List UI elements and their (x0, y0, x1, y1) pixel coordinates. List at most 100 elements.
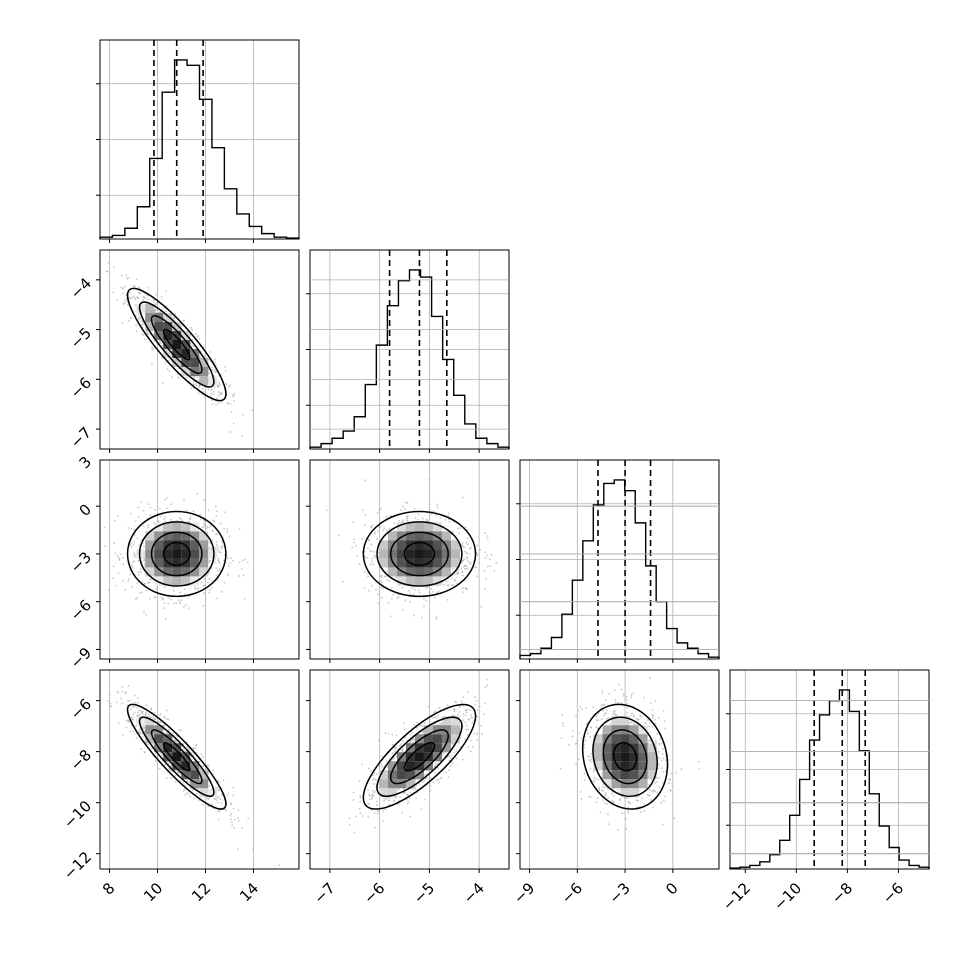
sample-point (114, 584, 117, 587)
sample-point (208, 526, 211, 529)
sample-point (192, 376, 195, 379)
sample-point (193, 797, 196, 800)
sample-point (379, 526, 382, 529)
sample-point (128, 319, 130, 322)
sample-point (478, 562, 481, 565)
sample-point (232, 422, 235, 425)
density-cell (154, 531, 164, 541)
sample-point (348, 824, 351, 826)
sample-point (475, 566, 478, 569)
scatter-panel-2 (326, 478, 509, 620)
sample-point (380, 576, 383, 579)
sample-point (173, 317, 176, 319)
sample-point (157, 520, 160, 522)
sample-point (155, 302, 158, 305)
sample-point (443, 583, 445, 586)
sample-point (213, 520, 216, 523)
sample-point (196, 788, 199, 790)
sample-point (206, 527, 208, 530)
sample-point (470, 714, 472, 716)
density-cell (145, 549, 155, 559)
sample-point (356, 555, 359, 558)
sample-point (393, 750, 396, 753)
sample-point (401, 608, 404, 611)
sample-point (620, 688, 623, 691)
sample-point (415, 784, 418, 787)
density-cell (145, 540, 155, 550)
sample-point (144, 297, 147, 300)
sample-point (123, 285, 126, 288)
sample-point (210, 529, 213, 532)
sample-point (447, 584, 450, 586)
sample-point (409, 815, 412, 818)
sample-point (122, 734, 124, 737)
panel-frame (309, 249, 510, 450)
scatter-panel-0 (105, 261, 254, 437)
scatter-panel-5 (559, 677, 701, 831)
sample-point (138, 316, 141, 319)
sample-point (368, 793, 370, 796)
sample-point (348, 817, 351, 820)
sample-point (135, 737, 138, 739)
sample-point (367, 815, 370, 818)
sample-point (242, 414, 245, 416)
sample-point (490, 553, 493, 556)
sample-point (122, 303, 125, 305)
density-cell (432, 522, 442, 532)
sample-point (421, 517, 424, 520)
sample-point (639, 714, 641, 716)
sample-point (229, 384, 231, 386)
sample-point (139, 568, 142, 570)
sample-point (209, 351, 212, 353)
sample-point (208, 373, 210, 375)
density-cell (172, 743, 182, 753)
density-cell (396, 531, 406, 541)
sample-point (132, 713, 135, 716)
density-cell (163, 734, 173, 744)
sample-point (479, 548, 482, 551)
sample-point (436, 762, 439, 765)
sample-point (127, 277, 130, 279)
density-cell (199, 770, 209, 780)
sample-point (207, 509, 210, 512)
sample-point (222, 779, 225, 782)
sample-point (352, 541, 355, 544)
sample-point (128, 700, 131, 702)
sample-point (134, 556, 136, 559)
sample-point (458, 704, 461, 707)
sample-point (219, 798, 222, 801)
sample-point (132, 716, 134, 719)
sample-point (442, 752, 445, 755)
sample-point (155, 760, 157, 762)
sample-point (373, 531, 376, 534)
density-cell (163, 349, 173, 359)
sample-point (132, 543, 135, 546)
sample-point (212, 519, 215, 522)
sample-point (470, 750, 472, 753)
sample-point (383, 575, 386, 578)
sample-point (230, 812, 232, 815)
sample-point (380, 507, 382, 510)
sample-point (459, 745, 462, 748)
density-cell (172, 531, 182, 541)
sample-point (127, 303, 129, 306)
sample-point (338, 534, 340, 537)
sample-point (351, 546, 354, 549)
sample-point (369, 769, 372, 772)
sample-point (155, 588, 158, 591)
sample-point (446, 598, 449, 601)
sample-point (425, 773, 427, 776)
sample-point (363, 550, 366, 553)
y-tick-label: −8 (67, 746, 95, 774)
sample-point (237, 817, 240, 820)
sample-point (166, 496, 168, 499)
density-cell (163, 340, 173, 350)
sample-point (191, 758, 193, 761)
density-cell (387, 531, 397, 541)
sample-point (207, 805, 209, 807)
sample-point (140, 591, 143, 594)
sample-point (430, 587, 433, 590)
density-cell (172, 522, 182, 532)
density-cell (172, 349, 182, 359)
density-cell (414, 576, 424, 586)
